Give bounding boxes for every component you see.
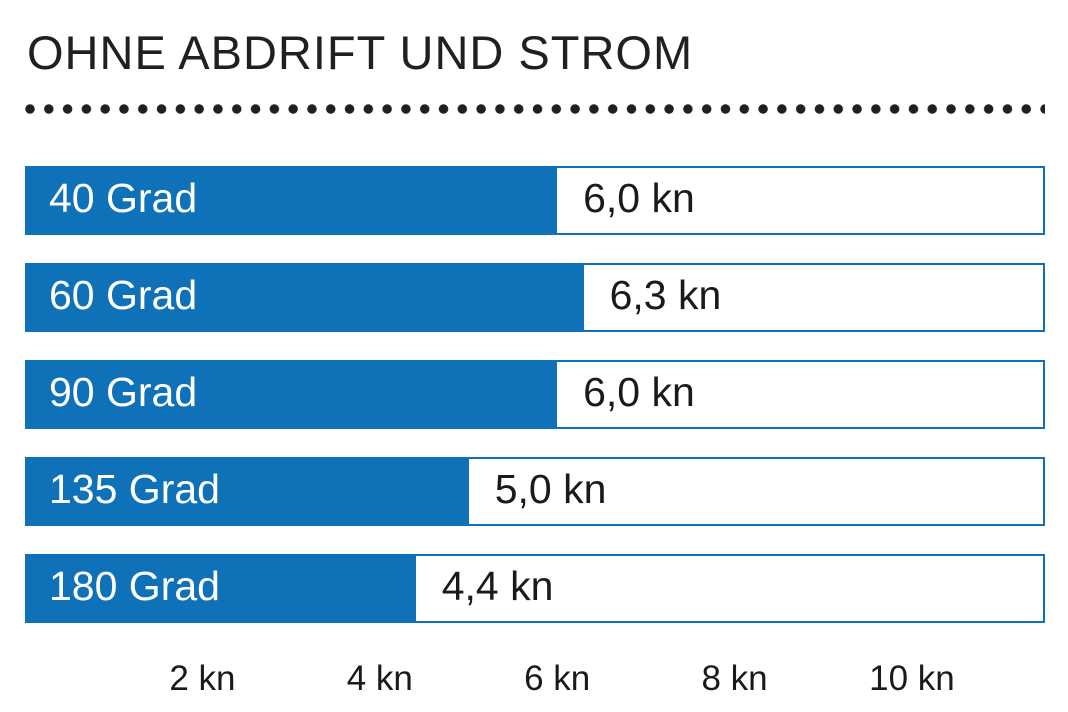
bar-value-label: 6,0 kn: [583, 369, 695, 416]
x-axis-tick: 8 kn: [701, 659, 768, 699]
bar-fill: 180 Grad: [27, 556, 416, 622]
bar-fill: 135 Grad: [27, 459, 469, 525]
x-axis-tick: 2 kn: [169, 659, 236, 699]
bar-value-label: 6,3 kn: [609, 272, 722, 319]
chart-rows: 40 Grad 6,0 kn 60 Grad 6,3 kn 90 Grad 6,…: [25, 166, 1045, 624]
bar-row: 40 Grad 6,0 kn: [25, 166, 1045, 236]
bar-category-label: 40 Grad: [49, 175, 198, 222]
dotted-divider: [25, 104, 1045, 115]
bar-fill: 90 Grad: [27, 362, 558, 428]
bar-row: 135 Grad 5,0 kn: [25, 457, 1045, 527]
x-axis: 2 kn 4 kn 6 kn 8 kn 10 kn: [25, 651, 1045, 701]
x-axis-tick: 6 kn: [524, 659, 591, 699]
bar-value-label: 6,0 kn: [583, 175, 695, 222]
bar-row: 90 Grad 6,0 kn: [25, 360, 1045, 430]
bar-category-label: 90 Grad: [49, 369, 198, 416]
bar-value-label: 4,4 kn: [441, 563, 554, 610]
x-axis-tick: 4 kn: [346, 659, 413, 699]
bar-category-label: 180 Grad: [49, 563, 220, 610]
bar-fill: 60 Grad: [27, 265, 584, 331]
bar-category-label: 60 Grad: [49, 272, 198, 319]
chart-title: OHNE ABDRIFT UND STROM: [27, 26, 694, 79]
bar-category-label: 135 Grad: [49, 466, 220, 513]
bar-row: 180 Grad 4,4 kn: [25, 554, 1045, 624]
bar-value-label: 5,0 kn: [494, 466, 607, 513]
bar-fill: 40 Grad: [27, 168, 558, 234]
bar-row: 60 Grad 6,3 kn: [25, 263, 1045, 333]
x-axis-tick: 10 kn: [869, 659, 955, 699]
